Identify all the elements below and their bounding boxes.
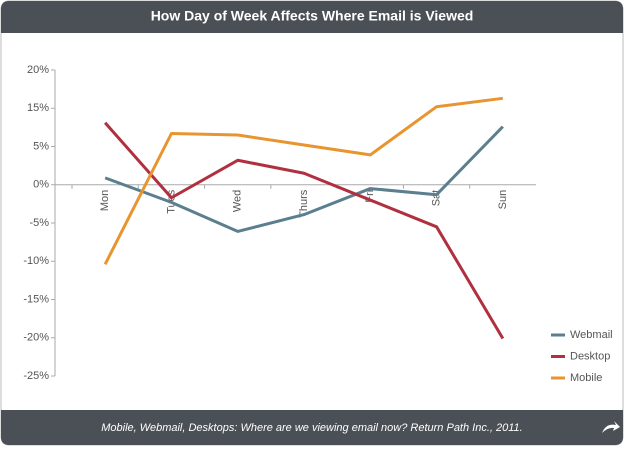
legend-label: Mobile xyxy=(570,372,602,384)
legend-label: Desktop xyxy=(570,350,610,362)
y-tick-label: -25% xyxy=(23,370,49,382)
y-tick-label: 20% xyxy=(27,64,49,76)
series-line xyxy=(103,96,504,265)
series-line xyxy=(104,121,505,340)
y-tick-label: 0% xyxy=(33,179,49,191)
y-tick-label: -20% xyxy=(23,332,49,344)
footer-bar xyxy=(1,410,623,445)
x-tick-label: Mon xyxy=(99,190,111,211)
x-tick-label: Sun xyxy=(497,190,509,210)
legend-label: Webmail xyxy=(570,329,613,341)
y-tick-label: 5% xyxy=(33,140,49,152)
y-tick-label: -10% xyxy=(23,255,49,267)
y-tick-label: -5% xyxy=(29,217,49,229)
y-tick-label: -15% xyxy=(23,293,49,305)
chart-title: How Day of Week Affects Where Email is V… xyxy=(151,8,474,24)
caption: Mobile, Webmail, Desktops: Where are we … xyxy=(101,422,522,434)
title-bar xyxy=(1,1,623,33)
x-tick-label: Thurs xyxy=(298,189,310,218)
series-line xyxy=(104,125,504,233)
icon xyxy=(602,421,620,433)
x-tick-label: Wed xyxy=(232,190,244,212)
y-tick-label: 15% xyxy=(27,102,49,114)
